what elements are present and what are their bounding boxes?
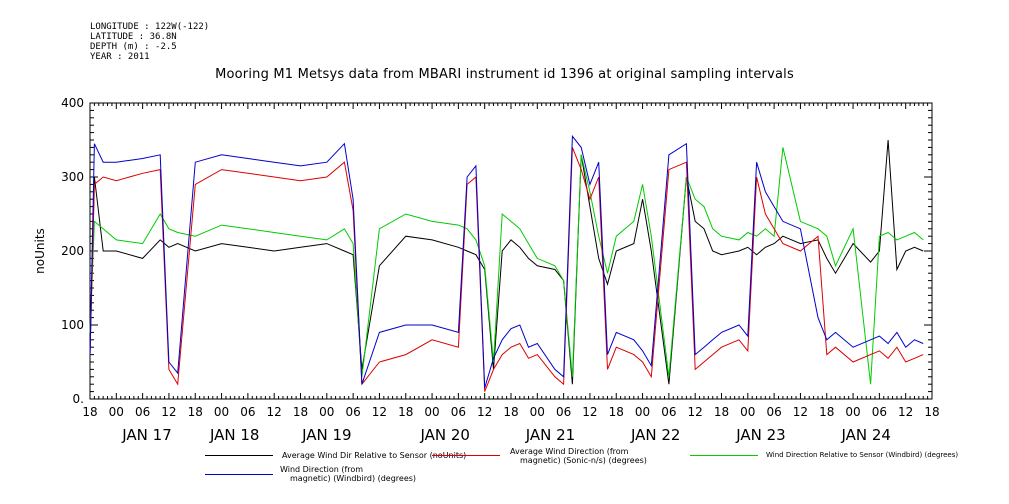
x-tick-label: 06 <box>766 405 781 419</box>
x-tick-label: 00 <box>424 405 439 419</box>
y-tick-label: 300 <box>61 170 84 184</box>
x-tick-label: 18 <box>503 405 518 419</box>
x-tick-label: 12 <box>898 405 913 419</box>
x-tick-label: 00 <box>740 405 755 419</box>
x-tick-label: 18 <box>82 405 97 419</box>
x-tick-label: 06 <box>240 405 255 419</box>
legend-swatch-2 <box>432 455 500 456</box>
x-tick-label: 18 <box>293 405 308 419</box>
year-text: YEAR : 2011 <box>90 52 150 62</box>
x-day-label: JAN 17 <box>121 426 172 444</box>
x-tick-label: 00 <box>635 405 650 419</box>
x-tick-label: 06 <box>556 405 571 419</box>
y-tick-label: 400 <box>61 96 84 110</box>
x-day-label: JAN 19 <box>301 426 352 444</box>
x-tick-label: 00 <box>109 405 124 419</box>
series-line-2 <box>89 147 924 392</box>
y-tick-label: 200 <box>61 244 84 258</box>
metadata-block: LONGITUDE : 122W(-122) LATITUDE : 36.8N … <box>90 22 209 62</box>
x-day-label: JAN 18 <box>209 426 260 444</box>
x-tick-label: 00 <box>530 405 545 419</box>
y-tick-label: 100 <box>61 318 84 332</box>
x-tick-label: 06 <box>872 405 887 419</box>
x-tick-label: 18 <box>609 405 624 419</box>
series-line-3 <box>89 147 924 385</box>
x-tick-label: 12 <box>477 405 492 419</box>
y-axis-label: noUnits <box>33 228 47 274</box>
x-tick-label: 12 <box>267 405 282 419</box>
legend-label-2: Average Wind Direction (from magnetic) (… <box>510 447 647 465</box>
x-tick-label: 18 <box>924 405 939 419</box>
x-tick-label: 12 <box>161 405 176 419</box>
chart-title: Mooring M1 Metsys data from MBARI instru… <box>215 67 794 82</box>
x-tick-label: 06 <box>345 405 360 419</box>
legend-swatch-4 <box>205 474 273 475</box>
x-tick-label: 12 <box>372 405 387 419</box>
depth-text: DEPTH (m) : -2.5 <box>90 42 177 52</box>
x-tick-label: 18 <box>188 405 203 419</box>
x-day-label: JAN 21 <box>525 426 576 444</box>
x-tick-label: 00 <box>214 405 229 419</box>
legend-label-1: Average Wind Dir Relative to Sensor (noU… <box>282 451 467 460</box>
x-tick-label: 00 <box>319 405 334 419</box>
x-tick-label: 06 <box>661 405 676 419</box>
x-tick-label: 12 <box>688 405 703 419</box>
legend-label-3: Wind Direction Relative to Sensor (Windb… <box>766 451 959 459</box>
x-tick-label: 00 <box>845 405 860 419</box>
series-line-4 <box>89 134 924 389</box>
series-line-1 <box>89 139 924 385</box>
x-day-label: JAN 22 <box>630 426 681 444</box>
longitude-text: LONGITUDE : 122W(-122) <box>90 22 210 32</box>
x-tick-label: 18 <box>714 405 729 419</box>
x-tick-label: 12 <box>793 405 808 419</box>
x-tick-label: 18 <box>398 405 413 419</box>
plot-frame <box>89 102 933 400</box>
x-day-label: JAN 24 <box>840 426 891 444</box>
legend-swatch-1 <box>205 455 273 456</box>
legend-swatch-3 <box>690 455 758 456</box>
x-tick-label: 12 <box>582 405 597 419</box>
y-tick-label: 0. <box>73 392 84 406</box>
x-tick-label: 18 <box>819 405 834 419</box>
latitude-text: LATITUDE : 36.8N <box>90 32 177 42</box>
x-tick-label: 06 <box>451 405 466 419</box>
x-tick-label: 06 <box>135 405 150 419</box>
x-day-label: JAN 20 <box>419 426 470 444</box>
x-day-label: JAN 23 <box>735 426 786 444</box>
legend-label-4: Wind Direction (from magnetic) (Windbird… <box>280 465 417 483</box>
